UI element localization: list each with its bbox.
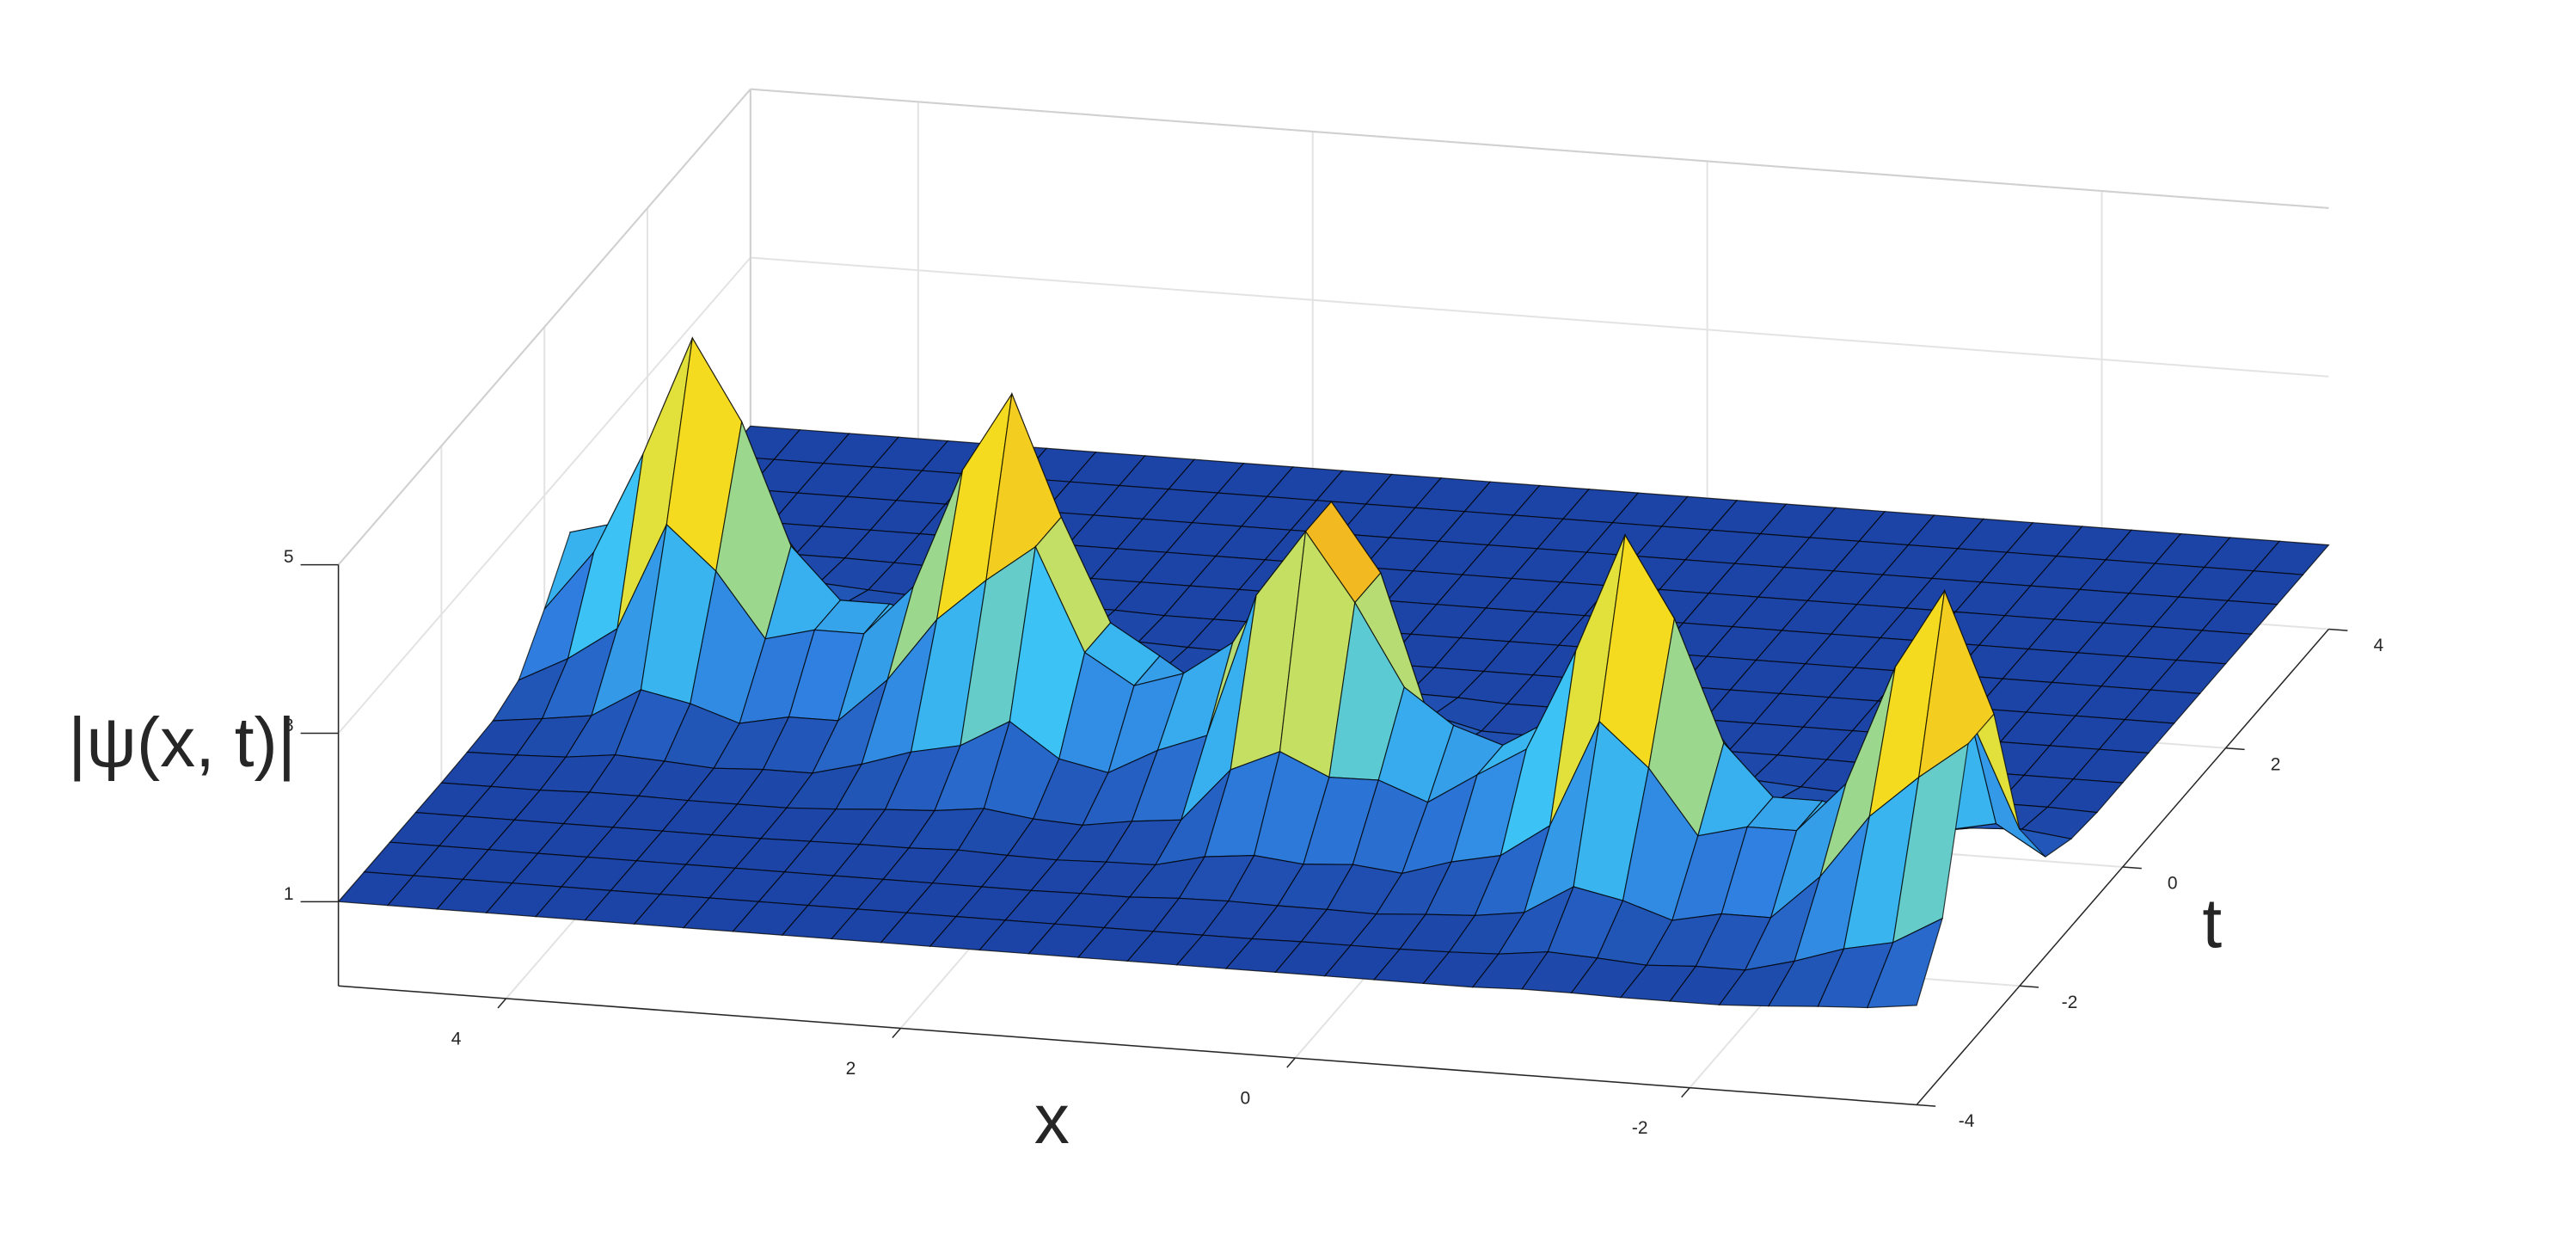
surface-patch [1866,917,1944,1009]
surface [337,336,2330,1009]
y-tick-label: 4 [2374,636,2384,655]
box-edge [337,89,751,566]
grid-line [750,256,2329,378]
axes: -2 0 2 4 -4 -2 0 2 4 1 3 5 x t |ψ(x, t)| [68,547,2383,1159]
y-tick-label: 2 [2271,754,2281,774]
x-tick [1286,1057,1296,1068]
y-tick-label: 0 [2168,874,2178,894]
y-tick-label: -2 [2062,993,2078,1012]
y-tick [2122,866,2142,870]
x-axis-label: x [1034,1080,1070,1159]
z-tick-label: 3 [284,716,294,735]
y-tick [2225,747,2245,751]
x-tick [497,998,507,1009]
grid-line [337,256,751,735]
x-tick-label: 4 [451,1029,462,1048]
x-tick [892,1027,902,1039]
x-tick-label: 2 [846,1059,856,1079]
y-tick [1917,1104,1936,1107]
z-tick-label: 1 [284,884,294,904]
y-axis-label: t [2202,885,2222,963]
y-tick-label: -4 [1959,1111,1975,1131]
x-tick [1681,1087,1690,1098]
x-tick-label: 0 [1241,1089,1251,1109]
y-tick [2019,985,2039,988]
box-edge [750,88,2329,209]
x-axis [338,985,1917,1106]
x-tick-label: -2 [1632,1118,1648,1138]
y-tick [2328,628,2348,631]
z-tick-label: 5 [284,547,294,567]
z-axis-label: |ψ(x, t)| [68,704,296,782]
